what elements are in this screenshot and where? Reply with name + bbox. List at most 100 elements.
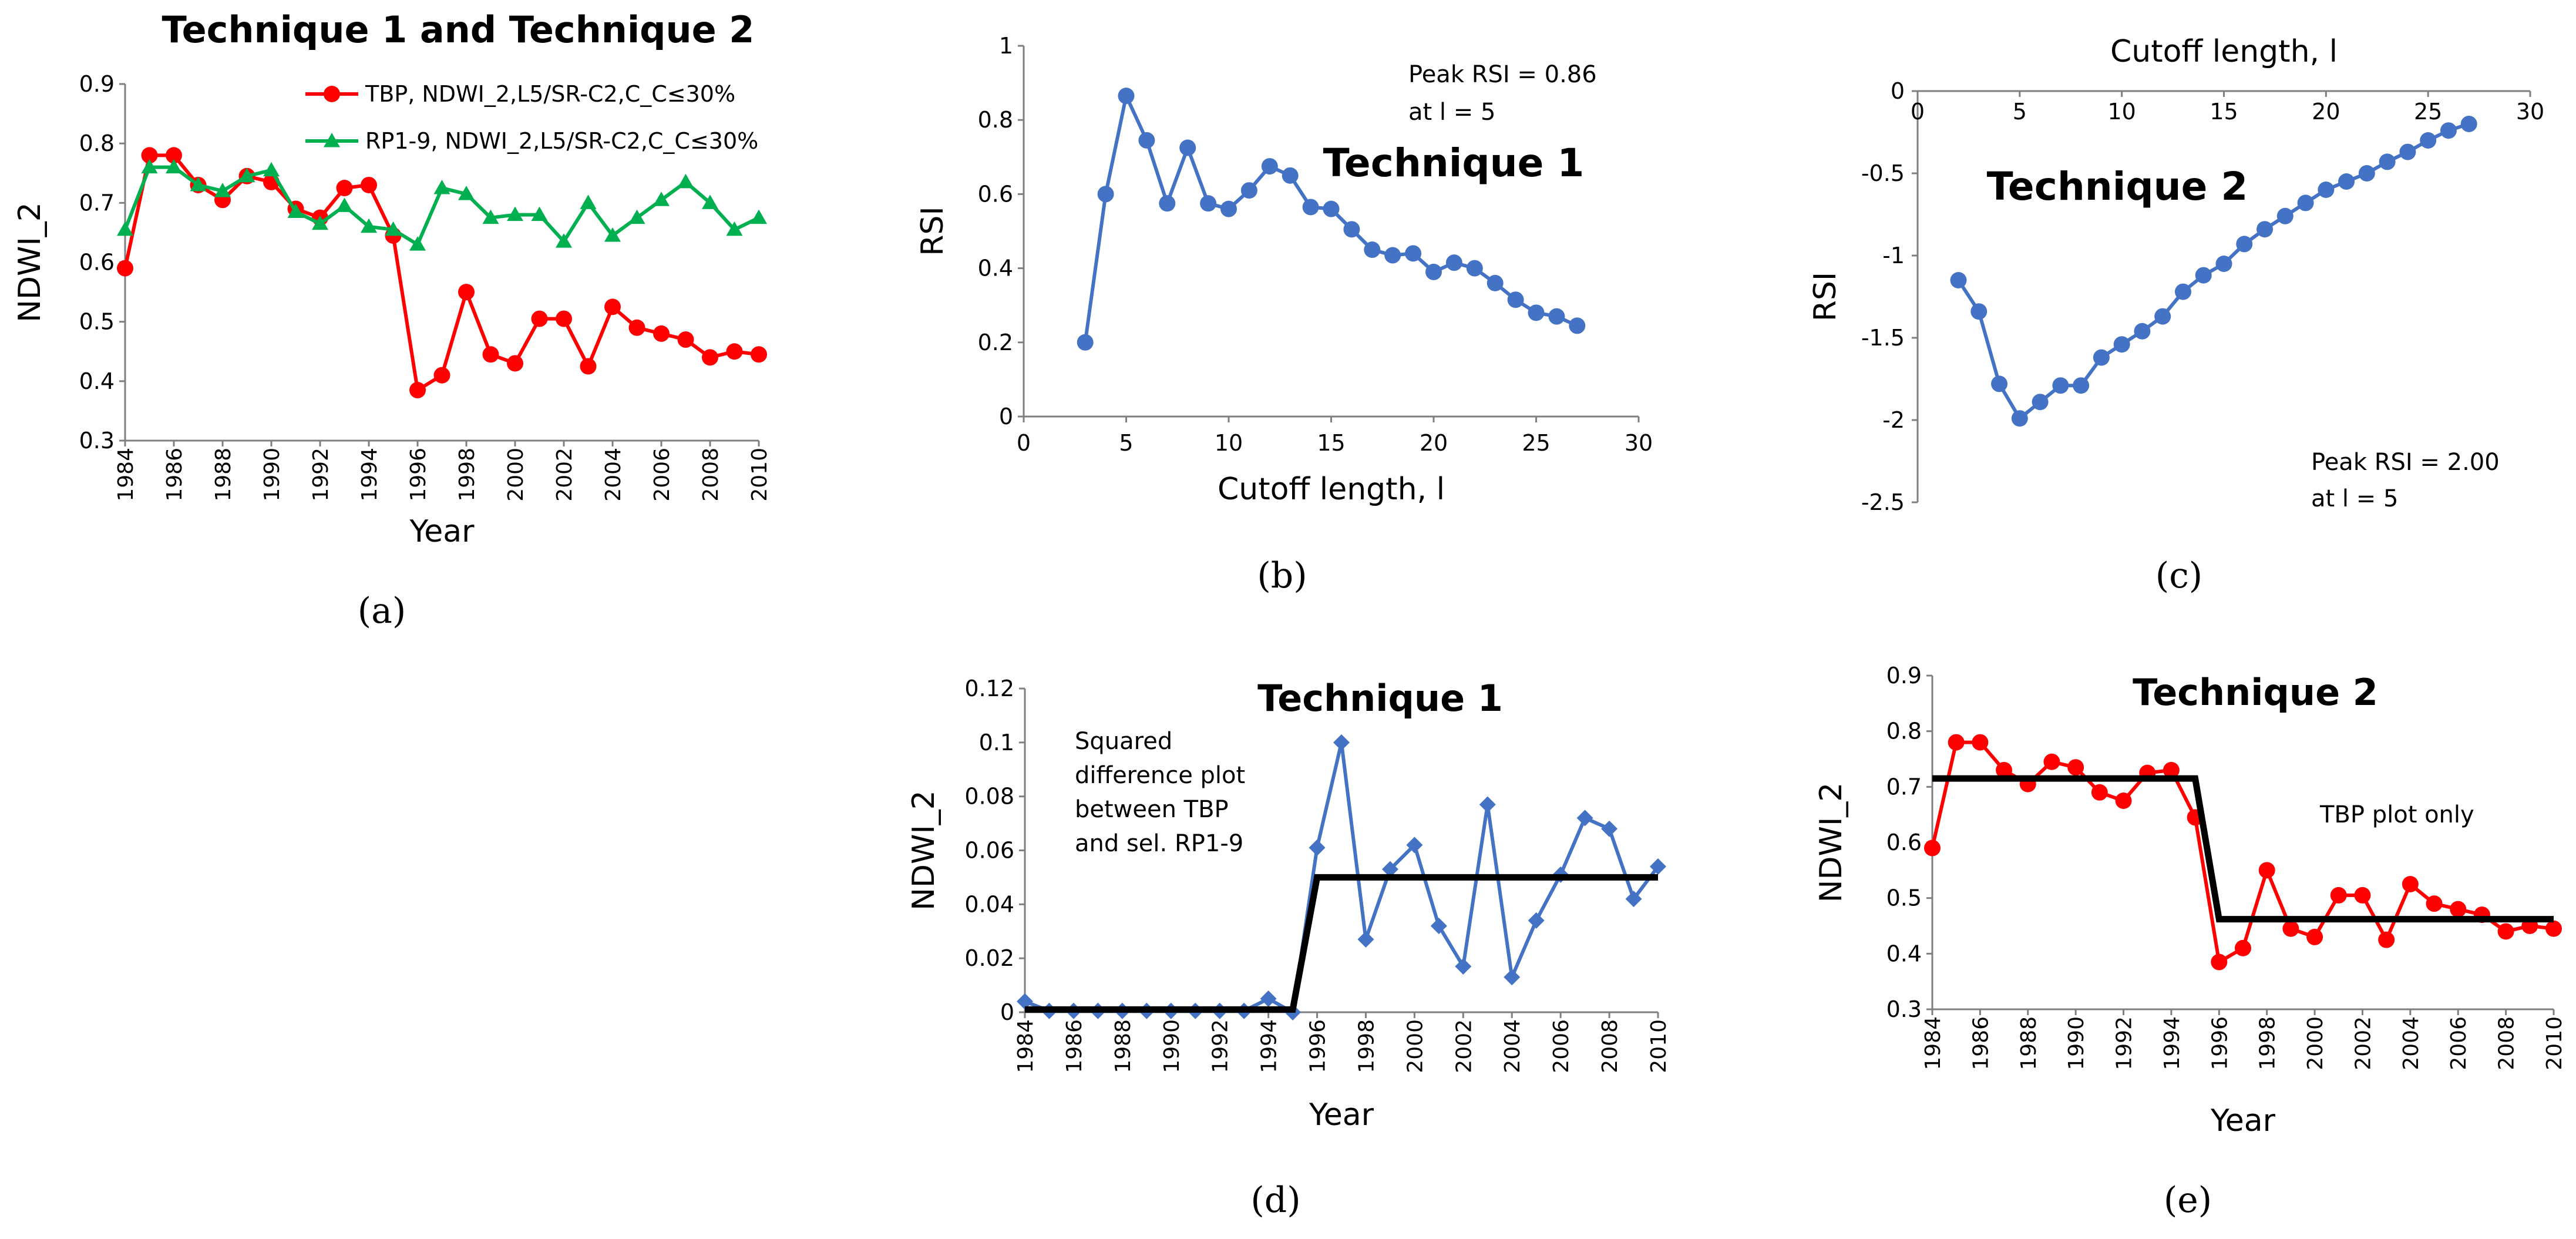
data-point-21: [2426, 895, 2443, 912]
data-point-24: [702, 349, 718, 366]
data-point-17: [531, 310, 548, 327]
y-tick-label: 0.3: [1886, 996, 1922, 1022]
data-point-6: [263, 162, 280, 177]
panel-label: (d): [1250, 1180, 1300, 1221]
data-point-13: [433, 367, 450, 384]
x-tick-label: 2008: [1598, 1019, 1622, 1073]
data-point-13: [1333, 734, 1350, 751]
data-point-20: [604, 298, 621, 315]
annotation-0: Squared: [1075, 728, 1172, 755]
data-point-legend-1: [324, 133, 340, 147]
data-point-14: [1364, 241, 1381, 258]
data-point-15: [482, 209, 499, 224]
data-point-18: [556, 233, 572, 248]
x-tick-label: 1986: [1062, 1019, 1087, 1073]
chart-title: Technique 1: [1323, 140, 1585, 186]
data-point-18: [1455, 958, 1472, 975]
x-tick-label: 1986: [1969, 1016, 1993, 1070]
data-point-17: [2297, 194, 2314, 211]
data-point-17: [2330, 887, 2347, 904]
x-axis-title: Year: [2210, 1103, 2276, 1139]
x-tick-label: 30: [1625, 430, 1653, 456]
y-tick-label: 0: [1891, 78, 1905, 104]
x-tick-label: 1984: [1014, 1019, 1038, 1073]
data-point-21: [1528, 912, 1545, 929]
y-tick-label: 0.8: [1886, 718, 1922, 744]
data-point-14: [1357, 931, 1374, 948]
data-point-26: [2545, 920, 2562, 937]
data-point-8: [2115, 793, 2132, 809]
panel-label: (c): [2155, 555, 2202, 596]
x-tick-label: 2000: [1403, 1019, 1427, 1073]
data-point-3: [1996, 761, 2013, 778]
data-point-15: [2282, 920, 2299, 937]
y-tick-label: 0.7: [1886, 774, 1922, 800]
x-tick-label: 2002: [1452, 1019, 1476, 1073]
series-0: [1077, 88, 1586, 351]
annotation-3: and sel. RP1-9: [1075, 830, 1243, 857]
data-point-6: [1200, 195, 1217, 212]
x-tick-label: 2000: [504, 448, 528, 502]
data-point-19: [2378, 931, 2395, 948]
x-axis-title: Year: [409, 514, 475, 549]
data-point-21: [2379, 153, 2396, 170]
data-point-1: [141, 147, 158, 164]
y-tick-label: 0.6: [79, 250, 115, 276]
data-point-10: [361, 176, 377, 193]
annotation-1: difference plot: [1075, 762, 1245, 789]
data-point-19: [1479, 796, 1496, 813]
x-tick-label: 1998: [1354, 1019, 1378, 1073]
data-point-0: [1950, 272, 1967, 288]
y-tick-label: 1: [999, 33, 1013, 59]
data-point-2: [166, 159, 182, 174]
data-point-25: [2460, 116, 2477, 132]
data-point-7: [2091, 784, 2108, 801]
annotation-2: between TBP: [1075, 796, 1229, 823]
x-tick-label: 1988: [1111, 1019, 1135, 1073]
data-point-19: [580, 194, 597, 209]
data-point-16: [1405, 245, 1422, 262]
data-point-2: [1991, 375, 2008, 392]
x-tick-label: 2004: [1501, 1019, 1525, 1073]
data-point-16: [507, 355, 523, 372]
y-axis-title: RSI: [1808, 272, 1843, 321]
data-point-6: [2073, 377, 2090, 394]
data-point-25: [726, 221, 743, 236]
data-point-23: [677, 173, 694, 189]
data-point-16: [1406, 837, 1423, 854]
series-line: [1083, 90, 1578, 343]
data-point-16: [2306, 928, 2323, 945]
data-point-5: [2052, 377, 2069, 394]
data-point-18: [2354, 887, 2371, 904]
data-point-10: [2154, 308, 2171, 325]
x-tick-label: 1994: [2160, 1016, 2184, 1070]
series-1: [117, 159, 767, 251]
y-axis-title: NDWI_2: [1814, 783, 1849, 903]
data-point-10: [361, 218, 377, 233]
data-point-20: [604, 227, 621, 242]
data-point-4: [214, 183, 231, 197]
data-point-13: [433, 180, 450, 194]
x-tick-label: 1994: [358, 448, 382, 502]
data-point-12: [409, 236, 426, 251]
data-point-12: [1309, 839, 1326, 856]
data-point-2: [1972, 734, 1989, 751]
data-point-22: [1528, 304, 1545, 321]
x-tick-label: 2006: [1549, 1019, 1573, 1073]
data-point-16: [2276, 207, 2293, 224]
data-point-12: [2211, 953, 2228, 971]
data-point-25: [726, 343, 743, 360]
x-tick-label: 1984: [1921, 1016, 1945, 1070]
y-tick-label: 0.4: [79, 368, 115, 394]
data-point-13: [2235, 939, 2251, 956]
x-tick-label: 1990: [2064, 1016, 2089, 1070]
data-point-3: [1138, 132, 1155, 149]
data-point-5: [2043, 753, 2060, 770]
x-tick-label: 2010: [1647, 1019, 1671, 1073]
data-point-26: [751, 209, 767, 224]
x-tick-label: 0: [1017, 430, 1031, 456]
data-point-3: [2011, 410, 2028, 427]
data-point-0: [117, 260, 133, 277]
x-tick-label: 15: [2210, 99, 2238, 125]
